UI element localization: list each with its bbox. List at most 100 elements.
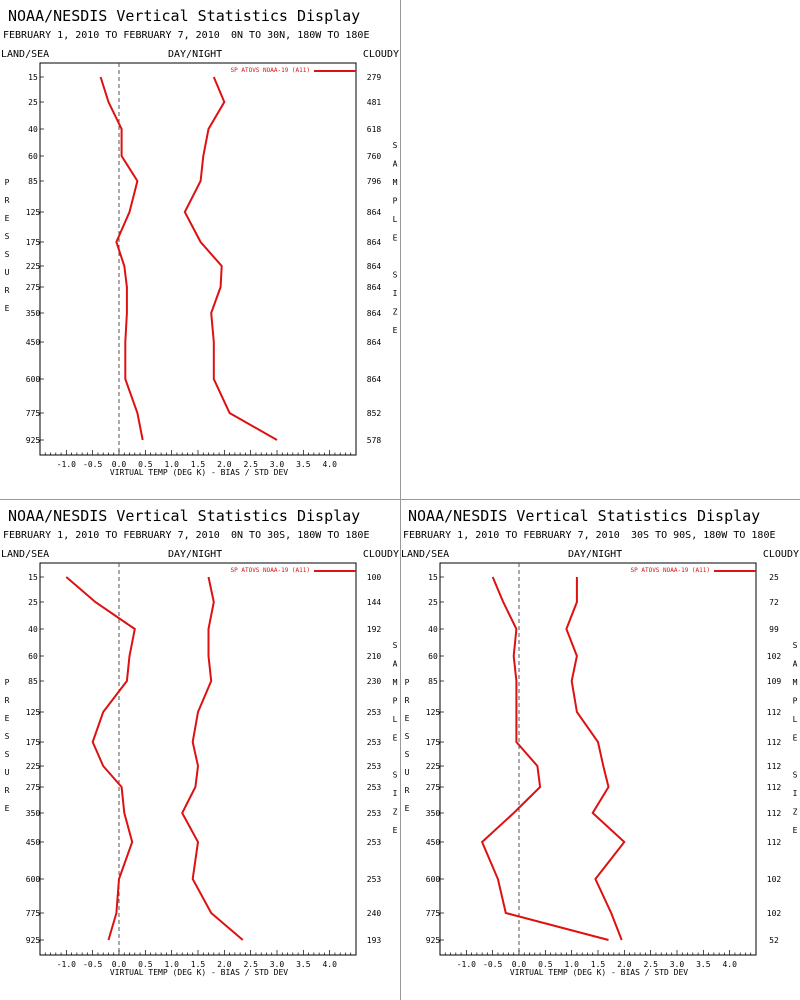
sample-size-label: 193: [367, 936, 382, 945]
cloudy-label: CLOUDY: [363, 549, 399, 560]
x-tick-label: 2.5: [243, 460, 258, 469]
sample-size-label: 796: [367, 177, 382, 186]
sample-size-label: 109: [767, 677, 782, 686]
sample-size-label: 102: [767, 652, 782, 661]
pressure-level-label: 175: [26, 738, 41, 747]
pressure-level-label: 925: [26, 436, 41, 445]
pressure-axis-letter: E: [405, 804, 410, 813]
plot-frame: [439, 562, 757, 956]
sample-size-label: 102: [767, 875, 782, 884]
sample-size-label: 210: [367, 652, 382, 661]
pressure-level-label: 775: [26, 409, 41, 418]
sample-size-label: 240: [367, 909, 382, 918]
pressure-axis-letter: R: [5, 196, 10, 205]
pressure-level-label: 275: [26, 283, 41, 292]
sample-axis-letter: S: [393, 141, 398, 150]
x-tick-label: 2.0: [217, 960, 232, 969]
pressure-level-label: 40: [28, 625, 38, 634]
pressure-level-label: 775: [426, 909, 441, 918]
pressure-level-label: 85: [428, 677, 438, 686]
pressure-level-label: 85: [28, 677, 38, 686]
x-tick-label: 0.5: [138, 460, 153, 469]
x-tick-label: 1.5: [191, 460, 206, 469]
sample-axis-letter: P: [393, 697, 398, 706]
sample-size-label: 112: [767, 838, 782, 847]
x-axis-label: VIRTUAL TEMP (DEG K) - BIAS / STD DEV: [110, 468, 288, 477]
sample-axis-letter: E: [393, 234, 398, 243]
x-axis-label: VIRTUAL TEMP (DEG K) - BIAS / STD DEV: [510, 968, 688, 977]
pressure-axis-letter: E: [5, 804, 10, 813]
sample-axis-letter: S: [393, 771, 398, 780]
day-night-label: DAY/NIGHT: [168, 49, 222, 60]
pressure-level-label: 225: [26, 262, 41, 271]
region-label: 0N TO 30S, 180W TO 180E: [231, 530, 369, 541]
pressure-axis-letter: E: [5, 214, 10, 223]
x-tick-label: 4.0: [722, 960, 737, 969]
pressure-level-label: 40: [28, 125, 38, 134]
sample-axis-letter: A: [793, 660, 798, 669]
sample-size-label: 100: [367, 573, 382, 582]
pressure-axis-letter: S: [405, 732, 410, 741]
sample-axis-letter: S: [793, 641, 798, 650]
x-tick-label: 2.0: [217, 460, 232, 469]
std-dev-series-line: [181, 576, 244, 941]
pressure-level-label: 15: [428, 573, 438, 582]
pressure-axis-letter: U: [5, 768, 10, 777]
pressure-level-label: 275: [426, 783, 441, 792]
pressure-axis-letter: S: [5, 732, 10, 741]
sample-size-label: 864: [367, 208, 382, 217]
land-sea-label: LAND/SEA: [401, 549, 449, 560]
pressure-axis-letter: S: [5, 232, 10, 241]
x-tick-label: 1.5: [191, 960, 206, 969]
legend-label: SP ATOVS NOAA-19 (A11): [231, 567, 310, 574]
sample-size-label: 112: [767, 783, 782, 792]
legend-label: SP ATOVS NOAA-19 (A11): [631, 567, 710, 574]
sample-size-label: 52: [769, 936, 779, 945]
sample-axis-letter: L: [393, 715, 398, 724]
x-tick-label: 1.0: [164, 960, 179, 969]
sample-size-label: 253: [367, 762, 382, 771]
sample-size-label: 864: [367, 375, 382, 384]
pressure-axis-letter: R: [405, 696, 410, 705]
sample-axis-letter: A: [393, 660, 398, 669]
pressure-level-label: 175: [26, 238, 41, 247]
x-tick-label: -1.0: [57, 460, 76, 469]
pressure-axis-letter: S: [405, 750, 410, 759]
period-label: FEBRUARY 1, 2010 TO FEBRUARY 7, 2010: [3, 530, 220, 541]
sample-size-label: 253: [367, 809, 382, 818]
pressure-level-label: 775: [26, 909, 41, 918]
pressure-axis-letter: E: [405, 714, 410, 723]
x-tick-label: 2.5: [643, 960, 658, 969]
x-tick-label: 3.5: [696, 960, 711, 969]
pressure-level-label: 15: [28, 573, 38, 582]
horizontal-divider: [0, 499, 800, 500]
pressure-level-label: 225: [426, 762, 441, 771]
sample-size-label: 578: [367, 436, 382, 445]
x-tick-label: 1.0: [164, 460, 179, 469]
sample-axis-letter: M: [793, 678, 798, 687]
x-tick-label: 0.0: [512, 960, 527, 969]
pressure-level-label: 25: [428, 598, 438, 607]
sample-axis-letter: Z: [793, 808, 798, 817]
sample-axis-letter: A: [393, 160, 398, 169]
pressure-axis-letter: P: [5, 178, 10, 187]
sample-size-label: 112: [767, 708, 782, 717]
sample-axis-letter: I: [393, 289, 398, 298]
cloudy-label: CLOUDY: [363, 49, 399, 60]
day-night-label: DAY/NIGHT: [568, 549, 622, 560]
sample-axis-letter: E: [393, 826, 398, 835]
chart-panel: NOAA/NESDIS Vertical Statistics Display F…: [1, 7, 399, 477]
pressure-axis-letter: U: [405, 768, 410, 777]
sample-size-label: 864: [367, 262, 382, 271]
sample-axis-letter: S: [393, 641, 398, 650]
sample-size-label: 253: [367, 783, 382, 792]
bias-series-line: [99, 76, 144, 441]
x-tick-label: -0.5: [83, 460, 102, 469]
region-label: 30S TO 90S, 180W TO 180E: [631, 530, 776, 541]
pressure-level-label: 175: [426, 738, 441, 747]
pressure-level-label: 60: [428, 652, 438, 661]
x-tick-label: 0.0: [112, 960, 127, 969]
sample-axis-letter: S: [793, 771, 798, 780]
sample-size-label: 864: [367, 309, 382, 318]
sample-size-label: 99: [769, 625, 779, 634]
